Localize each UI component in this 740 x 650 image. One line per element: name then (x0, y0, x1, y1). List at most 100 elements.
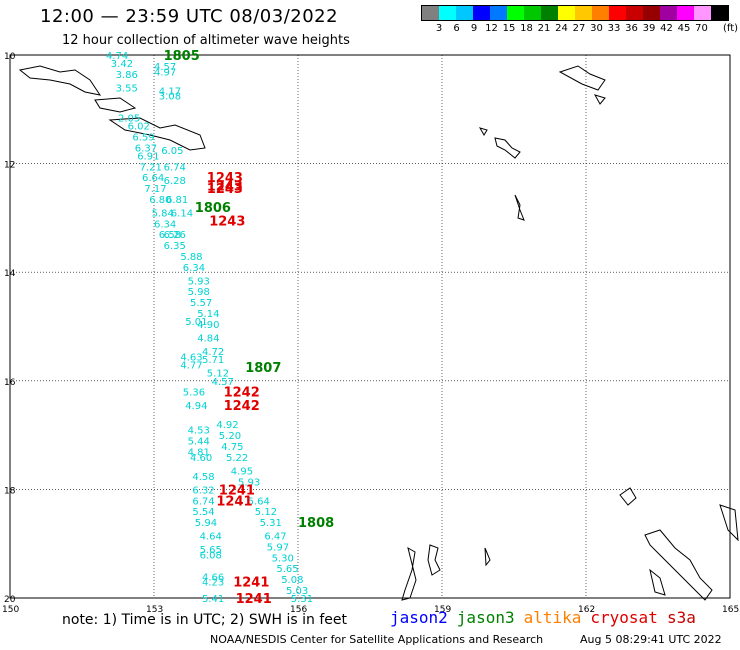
wave-height-value: 4.58 (192, 472, 214, 483)
lat-tick-label: 14 (4, 269, 16, 279)
pass-time-labels: 1805124312431243180612431807124212421241… (164, 49, 335, 607)
wave-height-value: 3.55 (116, 84, 138, 95)
coastline-island-d (593, 94, 606, 105)
wave-height-value: 5.97 (267, 542, 289, 553)
legend-tick-label: 12 (485, 23, 498, 34)
credit-timestamp: Aug 5 08:29:41 UTC 2022 (580, 633, 722, 646)
wave-height-value: 2.05 (118, 113, 140, 124)
pass-time-label: 1243 (207, 171, 243, 186)
lon-tick-label: 150 (2, 605, 19, 615)
pass-time-label: 1805 (164, 49, 200, 64)
wave-height-value: 5.41 (202, 594, 224, 605)
color-legend: (ft) 3 6 9 12 15 18 21 24 27 30 33 36 39 42 45 70 (421, 5, 738, 35)
pass-time-label: 1808 (298, 516, 334, 531)
legend-tick-label: 45 (677, 23, 691, 34)
wave-height-value: 4.53 (188, 426, 210, 437)
wave-height-value: 4.94 (185, 401, 207, 412)
wave-height-value: 5.64 (248, 496, 270, 507)
legend-swatch (609, 6, 626, 20)
pass-time-label: 1243 (207, 182, 243, 197)
wave-height-value: 5.03 (286, 586, 308, 597)
legend-tick-label: 15 (502, 23, 516, 34)
wave-height-value: 6.64 (142, 173, 164, 184)
wave-height-value: 4.95 (231, 466, 253, 477)
wave-height-value: 3.08 (159, 92, 181, 103)
legend-swatch (456, 6, 473, 20)
wave-height-value: 6.32 (192, 485, 214, 496)
lat-tick-label: 18 (4, 486, 16, 496)
satellite-legend-item: altika (523, 608, 582, 627)
legend-labels: (ft) 3 6 9 12 15 18 21 24 27 30 33 36 39 42 45 70 (421, 21, 738, 35)
legend-swatch (592, 6, 609, 20)
coastline-island-g (514, 194, 525, 221)
footer-note: note: 1) Time is in UTC; 2) SWH is in fe… (62, 612, 348, 628)
wave-height-value: 5.94 (195, 518, 217, 529)
legend-tick-label: 30 (590, 23, 603, 34)
legend-tick-label: 70 (695, 23, 708, 34)
legend-swatch (422, 6, 439, 20)
wave-height-value: 5.14 (197, 309, 219, 320)
coastline-island-h (401, 546, 417, 601)
wave-height-value: 4.84 (197, 333, 219, 344)
wave-height-value: 4.77 (180, 361, 202, 372)
legend-tick-label: 39 (642, 23, 656, 34)
lon-tick-label: 162 (578, 605, 595, 615)
coastline-island-i (427, 544, 441, 576)
wave-height-value: 4.75 (221, 442, 243, 453)
legend-swatch (660, 6, 677, 20)
wave-height-value: 6.74 (164, 162, 186, 173)
pass-time-label: 1242 (224, 399, 260, 414)
wave-height-value: 4.64 (200, 532, 222, 543)
legend-swatch (711, 6, 728, 20)
pass-time-label: 1241 (219, 483, 255, 498)
legend-swatch (626, 6, 643, 20)
coastline-islands-nw (18, 65, 102, 96)
wave-height-value: 5.98 (188, 287, 210, 298)
wave-height-value: 6.08 (200, 551, 222, 562)
wave-height-value: 4.97 (154, 67, 176, 78)
coastline-island-f (494, 137, 521, 159)
wave-height-value: 6.37 (135, 143, 157, 154)
lat-tick-label: 10 (4, 52, 16, 62)
legend-swatch (439, 6, 456, 20)
wave-height-value: 5.57 (190, 298, 212, 309)
map-title: 12:00 — 23:59 UTC 08/03/2022 (40, 6, 339, 27)
wave-height-value: 6.26 (164, 230, 186, 241)
legend-unit: (ft) (723, 23, 739, 34)
pass-time-label: 1241 (233, 576, 269, 591)
legend-swatch (558, 6, 575, 20)
wave-height-value: 4.57 (212, 377, 234, 388)
wave-height-value: 5.65 (200, 545, 222, 556)
wave-height-value: 5.71 (202, 355, 224, 366)
legend-swatch (490, 6, 507, 20)
wave-height-value: 4.90 (197, 320, 219, 331)
satellite-legend-item: jason2 (390, 608, 448, 627)
map-subtitle: 12 hour collection of altimeter wave hei… (62, 33, 350, 48)
wave-height-value: 6.81 (166, 195, 188, 206)
wave-height-value: 5.84 (152, 208, 174, 219)
legend-swatch (643, 6, 660, 20)
wave-height-value: 4.72 (202, 347, 224, 358)
wave-height-value: 5.20 (219, 431, 241, 442)
wave-height-value: 4.60 (190, 453, 212, 464)
wave-height-value: 6.59 (132, 132, 154, 143)
coastline-island-k (619, 487, 637, 506)
wave-height-value: 6.02 (128, 122, 150, 133)
pass-time-label: 1243 (207, 179, 243, 194)
wave-height-value: 5.01 (185, 317, 207, 328)
legend-tick-label: 27 (572, 23, 586, 34)
wave-height-value: 6.74 (192, 496, 214, 507)
wave-height-value: 5.30 (272, 553, 294, 564)
lon-tick-label: 156 (290, 605, 307, 615)
legend-tick-label: 3 (435, 23, 443, 34)
wave-height-value: 3.42 (111, 59, 133, 70)
legend-swatch (507, 6, 524, 20)
wave-height-value: 6.35 (164, 241, 186, 252)
wave-height-value: 6.91 (137, 151, 159, 162)
wave-height-value: 3.86 (116, 70, 138, 81)
legend-tick-label: 9 (470, 23, 478, 34)
wave-height-value: 5.54 (192, 507, 214, 518)
wave-height-value: 4.74 (106, 51, 128, 62)
wave-height-value: 5.22 (226, 453, 248, 464)
satellite-legend-item: cryosat (590, 608, 658, 627)
